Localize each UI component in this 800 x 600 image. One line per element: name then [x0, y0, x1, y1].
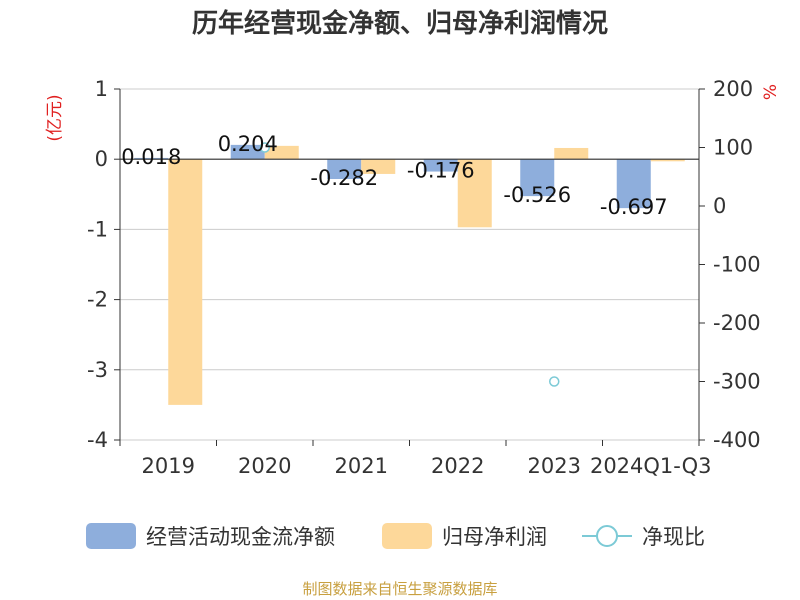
- data-labels: 0.018 0.204 -0.282 -0.176 -0.526 -0.697: [121, 132, 667, 219]
- bar-netprofit: [264, 145, 299, 160]
- legend-swatch: [382, 523, 432, 549]
- bar-cashflow: [134, 157, 169, 160]
- bar-cashflow: [230, 144, 265, 160]
- right-tick-label: -200: [713, 311, 761, 335]
- left-tick-label: -2: [87, 288, 108, 312]
- left-tick-label: -3: [87, 358, 108, 382]
- left-axis-unit: (亿元): [45, 94, 65, 141]
- data-label: -0.282: [310, 166, 378, 190]
- data-label: -0.697: [600, 195, 668, 219]
- bar-netprofit: [457, 159, 492, 228]
- bar-netprofit: [168, 159, 203, 405]
- right-tick-label: 100: [713, 136, 753, 160]
- scatter-points: [259, 142, 560, 387]
- legend-label: 经营活动现金流净额: [146, 525, 335, 549]
- legend-item: 净现比: [582, 525, 705, 549]
- left-tick-label: -4: [87, 428, 108, 452]
- data-label: 0.018: [121, 145, 181, 169]
- legend-item: 经营活动现金流净额: [86, 523, 335, 549]
- bar-netprofit: [650, 159, 685, 162]
- bars: [134, 144, 685, 405]
- right-tick-label: -100: [713, 253, 761, 277]
- source-note: 制图数据来自恒生聚源数据库: [302, 580, 497, 598]
- right-tick-label: -300: [713, 370, 761, 394]
- data-label: -0.526: [503, 183, 571, 207]
- x-tick-label: 2021: [335, 454, 388, 478]
- chart-title: 历年经营现金净额、归母净利润情况: [192, 8, 608, 39]
- bar-cashflow: [327, 159, 362, 179]
- legend-item: 归母净利润: [382, 523, 547, 549]
- right-tick-label: 200: [713, 77, 753, 101]
- left-tick-label: -1: [87, 217, 108, 241]
- legend-label: 净现比: [642, 525, 705, 549]
- right-axis-unit: %: [761, 84, 781, 100]
- tick-labels: 1 0 -1 -2 -3 -4 200 100 0 -100 -200 -300 -400 2019 202…: [87, 77, 761, 478]
- bar-netprofit: [554, 147, 589, 160]
- left-tick-label: 0: [95, 147, 108, 171]
- legend-label: 归母净利润: [442, 525, 547, 549]
- bar-cashflow: [616, 159, 651, 209]
- scatter-point: [549, 376, 560, 387]
- legend-swatch: [86, 523, 136, 549]
- x-tick-label: 2020: [238, 454, 291, 478]
- gridlines: [120, 88, 699, 441]
- legend: 经营活动现金流净额 归母净利润 净现比: [86, 523, 705, 549]
- x-tick-label: 2023: [528, 454, 581, 478]
- axes: [114, 88, 705, 446]
- bar-cashflow: [423, 159, 458, 172]
- data-label: 0.204: [218, 132, 278, 156]
- x-tick-label: 2019: [142, 454, 195, 478]
- left-tick-label: 1: [95, 77, 108, 101]
- x-tick-label: 2024Q1-Q3: [590, 454, 712, 478]
- right-tick-label: -400: [713, 428, 761, 452]
- legend-marker: [596, 525, 618, 547]
- right-tick-label: 0: [713, 194, 726, 218]
- data-label: -0.176: [407, 159, 475, 183]
- bar-cashflow: [520, 159, 555, 197]
- scatter-point: [259, 142, 270, 153]
- bar-netprofit: [361, 159, 396, 174]
- x-tick-label: 2022: [431, 454, 484, 478]
